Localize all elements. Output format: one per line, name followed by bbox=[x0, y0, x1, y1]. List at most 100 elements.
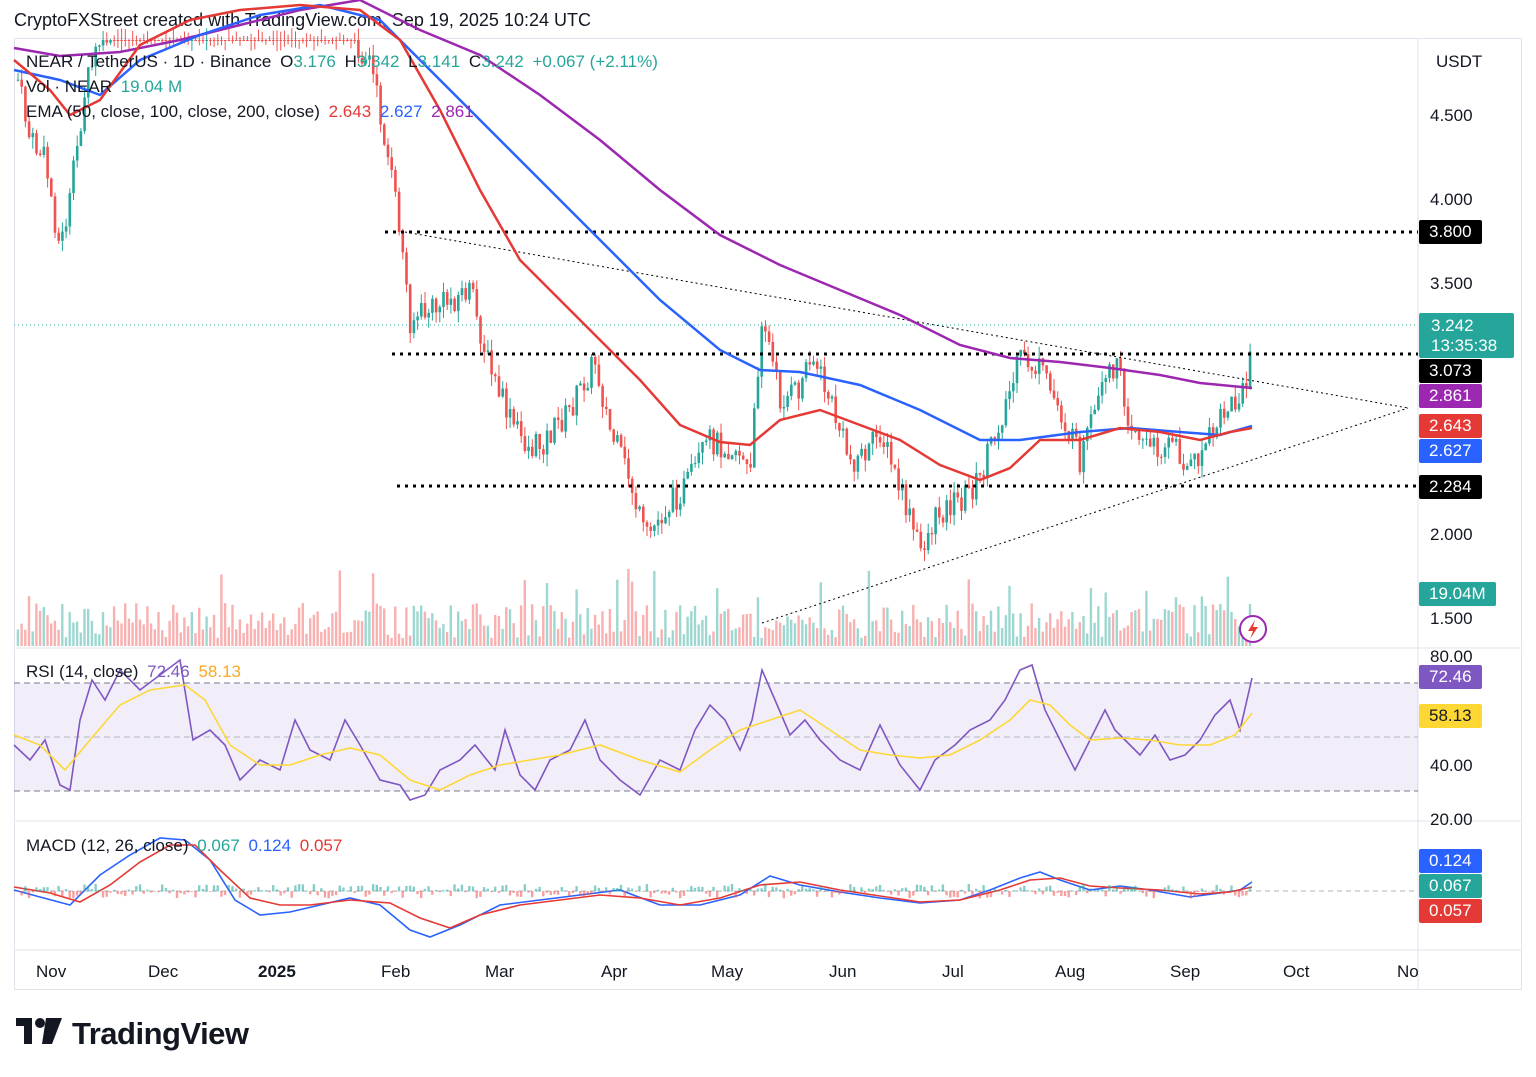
macd-hist-bar bbox=[294, 885, 297, 892]
volume-bar bbox=[112, 606, 116, 646]
volume-bar bbox=[183, 617, 186, 646]
macd-hist-bar bbox=[253, 890, 256, 892]
volume-bar bbox=[490, 637, 493, 646]
volume-bar bbox=[401, 637, 404, 646]
macd-hist-bar bbox=[682, 891, 686, 896]
macd-hist-bar bbox=[1082, 884, 1085, 892]
tag-ema200: 2.861 bbox=[1419, 384, 1482, 408]
candle-body bbox=[667, 511, 671, 518]
macd-hist-bar bbox=[630, 888, 634, 892]
macd-hist-bar bbox=[797, 889, 800, 892]
candle-body bbox=[619, 435, 623, 447]
tradingview-logo[interactable]: TradingView bbox=[16, 1014, 249, 1054]
volume-bar bbox=[630, 581, 634, 646]
macd-hist-bar bbox=[1197, 891, 1200, 893]
macd-hist-bar bbox=[534, 888, 538, 892]
volume-label[interactable]: Vol · NEAR bbox=[26, 77, 112, 96]
candle-body bbox=[697, 452, 701, 464]
candle-body bbox=[1019, 349, 1022, 357]
rsi-label[interactable]: RSI (14, close) bbox=[26, 662, 139, 681]
volume-bar bbox=[27, 596, 31, 646]
macd-hist-bar bbox=[912, 891, 915, 896]
candle-body bbox=[79, 131, 83, 146]
volume-bar bbox=[612, 631, 615, 646]
candle-body bbox=[138, 40, 142, 41]
candle-body bbox=[1063, 422, 1067, 432]
volume-bar bbox=[930, 621, 933, 646]
macd-hist-bar bbox=[383, 891, 386, 896]
candle-body bbox=[386, 144, 390, 158]
volume-bar bbox=[1152, 618, 1155, 646]
volume-bar bbox=[926, 617, 930, 646]
candle-body bbox=[42, 146, 46, 155]
macd-hist-bar bbox=[675, 891, 678, 893]
candle-body bbox=[327, 40, 331, 41]
candle-body bbox=[630, 478, 634, 493]
candle-body bbox=[960, 497, 963, 511]
candle-body bbox=[827, 391, 830, 399]
tag-price-value: 3.242 bbox=[1431, 316, 1474, 335]
macd-hist-bar bbox=[1119, 891, 1122, 894]
tag-rsi: 72.46 bbox=[1419, 665, 1482, 689]
tag-support: 2.284 bbox=[1419, 475, 1482, 499]
macd-hist-bar bbox=[638, 885, 641, 892]
lightning-icon[interactable] bbox=[1239, 615, 1267, 643]
volume-bar bbox=[1237, 626, 1241, 646]
volume-bar bbox=[442, 623, 445, 646]
macd-hist-bar bbox=[575, 886, 578, 892]
volume-bar bbox=[845, 613, 848, 646]
macd-hist-bar bbox=[827, 888, 830, 892]
macd-hist-bar bbox=[201, 888, 205, 892]
volume-bar bbox=[512, 623, 515, 646]
candle-body bbox=[223, 40, 227, 41]
macd-hist-bar bbox=[871, 889, 874, 892]
volume-bar bbox=[353, 620, 356, 646]
volume-bar bbox=[249, 614, 253, 646]
volume-bar bbox=[1074, 628, 1078, 646]
volume-bar bbox=[545, 583, 549, 646]
symbol-label[interactable]: NEAR / TetherUS · 1D · Binance bbox=[26, 52, 272, 71]
volume-bar bbox=[101, 612, 105, 646]
candle-body bbox=[120, 40, 123, 41]
candle-body bbox=[812, 361, 815, 365]
macd-hist-bar bbox=[264, 890, 267, 892]
macd-label[interactable]: MACD (12, 26, close) bbox=[26, 836, 189, 855]
volume-bar bbox=[749, 613, 752, 646]
ema-label[interactable]: EMA (50, close, 100, close, 200, close) bbox=[26, 102, 320, 121]
volume-bar bbox=[98, 634, 101, 646]
macd-hist-bar bbox=[364, 891, 367, 897]
volume-bar bbox=[719, 613, 723, 646]
volume-bar bbox=[827, 634, 830, 646]
volume-bar bbox=[312, 614, 316, 646]
candle-body bbox=[930, 533, 934, 535]
macd-hist-bar bbox=[194, 891, 197, 898]
macd-hist-bar bbox=[949, 891, 952, 898]
candle-body bbox=[793, 382, 797, 385]
macd-hist-bar bbox=[649, 891, 652, 898]
volume-bar bbox=[660, 629, 663, 646]
currency-label[interactable]: USDT bbox=[1436, 52, 1483, 71]
macd-hist-bar bbox=[1115, 886, 1118, 892]
candle-body bbox=[20, 79, 23, 87]
volume-bar bbox=[79, 632, 82, 646]
macd-hist-bar bbox=[475, 891, 478, 899]
macd-hist-bar bbox=[1222, 891, 1226, 895]
candle-body bbox=[501, 388, 504, 397]
volume-bar bbox=[542, 606, 545, 646]
macd-hist-bar bbox=[775, 887, 778, 892]
macd-hist-bar bbox=[671, 887, 674, 892]
macd-hist-bar bbox=[519, 891, 523, 897]
volume-bar bbox=[268, 620, 271, 646]
macd-hist-bar bbox=[568, 891, 571, 896]
macd-hist-bar bbox=[135, 886, 138, 892]
macd-hist-bar bbox=[79, 891, 82, 895]
macd-line-value: 0.124 bbox=[248, 836, 292, 855]
volume-bar bbox=[756, 597, 760, 646]
candle-body bbox=[438, 306, 442, 313]
macd-hist-bar bbox=[120, 891, 123, 895]
volume-bar bbox=[198, 607, 201, 646]
candle-body bbox=[571, 407, 575, 416]
candle-body bbox=[53, 196, 57, 233]
candle-body bbox=[719, 432, 723, 458]
